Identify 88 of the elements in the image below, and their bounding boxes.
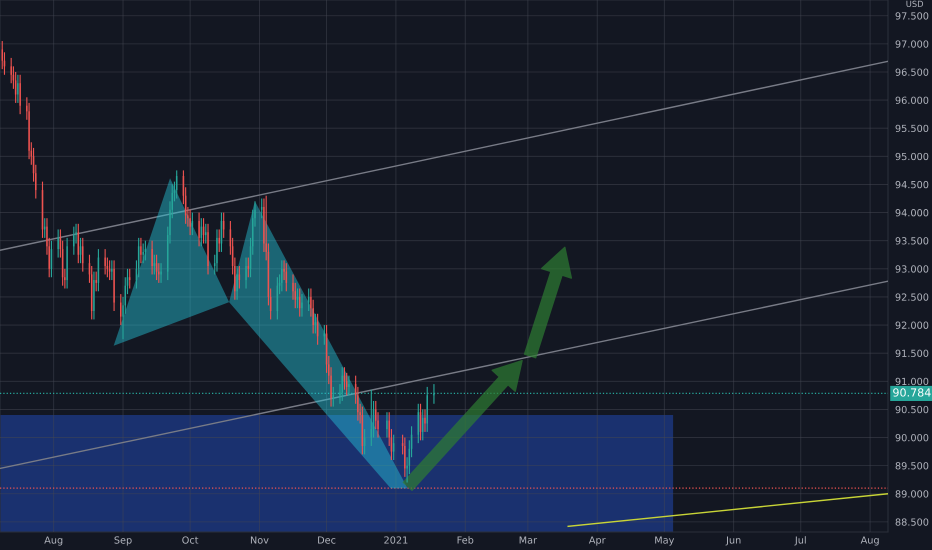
y-tick-label: 94.500 bbox=[896, 180, 928, 188]
candlestick bbox=[236, 265, 238, 300]
candlestick bbox=[44, 218, 46, 238]
x-tick-label: Mar bbox=[520, 536, 538, 544]
y-tick-label: 94.000 bbox=[896, 209, 928, 216]
candlestick bbox=[281, 260, 283, 292]
y-tick-label: 90.500 bbox=[896, 406, 928, 414]
candlestick bbox=[417, 403, 420, 444]
candlestick bbox=[50, 240, 52, 278]
candlestick bbox=[200, 218, 202, 247]
candlestick bbox=[298, 288, 301, 318]
candlestick bbox=[140, 237, 142, 264]
candlestick bbox=[42, 181, 44, 238]
candlestick bbox=[296, 288, 298, 309]
candlestick bbox=[301, 294, 303, 318]
candlestick bbox=[57, 228, 59, 258]
candlestick bbox=[128, 268, 131, 290]
candlestick bbox=[222, 212, 224, 238]
y-tick-label: 92.500 bbox=[896, 293, 928, 301]
x-tick-label: Aug bbox=[44, 536, 62, 546]
y-axis-title: USD bbox=[906, 0, 924, 7]
candlestick bbox=[286, 262, 288, 292]
candlestick bbox=[238, 265, 240, 290]
candlestick bbox=[424, 408, 426, 432]
candlestick bbox=[364, 428, 366, 455]
y-tick-label: 97.500 bbox=[896, 12, 928, 20]
candlestick bbox=[78, 223, 80, 264]
candlestick bbox=[260, 198, 262, 219]
candlestick bbox=[420, 403, 422, 441]
candlestick bbox=[404, 436, 406, 478]
candlestick bbox=[316, 313, 318, 346]
x-tick-label: Dec bbox=[318, 536, 336, 544]
y-tick-label: 92.000 bbox=[896, 322, 928, 329]
candlestick bbox=[192, 212, 194, 236]
candlestick bbox=[17, 74, 19, 104]
candlestick bbox=[120, 294, 122, 326]
y-tick-label: 91.000 bbox=[896, 378, 928, 386]
candlestick bbox=[314, 313, 316, 334]
x-tick-label: Oct bbox=[182, 536, 198, 544]
candlestick bbox=[80, 237, 82, 264]
y-tick-label: 95.000 bbox=[896, 152, 928, 160]
x-tick-label: May bbox=[655, 536, 674, 546]
y-tick-label: 90.000 bbox=[896, 434, 928, 442]
candlestick bbox=[248, 257, 250, 278]
candlestick bbox=[245, 257, 247, 290]
candlestick bbox=[176, 170, 178, 200]
x-tick-label: Aug bbox=[860, 536, 879, 546]
y-tick-label: 89.000 bbox=[896, 490, 928, 498]
candlestick bbox=[198, 212, 200, 247]
candlestick bbox=[156, 254, 158, 281]
candlestick bbox=[202, 218, 204, 244]
y-tick-label: 88.500 bbox=[896, 518, 928, 526]
candlestick bbox=[160, 262, 162, 284]
y-tick-label: 97.000 bbox=[896, 40, 928, 48]
y-tick-label: 93.000 bbox=[896, 265, 928, 273]
x-tick-label: Sep bbox=[114, 536, 132, 546]
y-tick-label: 95.500 bbox=[896, 124, 928, 132]
y-tick-label: 96.500 bbox=[896, 68, 928, 76]
candlestick bbox=[386, 412, 388, 438]
x-tick-label: Jun bbox=[726, 536, 740, 546]
candlestick bbox=[220, 212, 222, 252]
x-tick-label: 2021 bbox=[384, 536, 408, 544]
candlestick bbox=[422, 408, 424, 441]
y-tick-label: 96.000 bbox=[896, 96, 928, 104]
x-tick-label: Nov bbox=[250, 536, 269, 544]
candlestick bbox=[154, 254, 156, 275]
candlestick bbox=[144, 240, 146, 261]
x-tick-label: Feb bbox=[458, 536, 474, 544]
candlestick bbox=[151, 240, 153, 275]
candlestick bbox=[216, 228, 218, 272]
candlestick bbox=[104, 248, 106, 275]
candlestick bbox=[189, 209, 191, 236]
candlestick bbox=[95, 271, 97, 292]
x-tick-label: Apr bbox=[588, 536, 606, 546]
y-tick-label: 91.500 bbox=[896, 350, 928, 357]
y-tick-label: 93.500 bbox=[896, 237, 928, 245]
candlestick bbox=[82, 237, 84, 272]
candlestick bbox=[308, 288, 310, 312]
candlestick bbox=[73, 226, 75, 256]
ref-line-label: 90.784 bbox=[893, 388, 931, 397]
candlestick bbox=[142, 242, 144, 264]
candlestick bbox=[324, 324, 326, 346]
candlestick bbox=[207, 223, 209, 275]
y-tick-label: 89.500 bbox=[896, 462, 928, 470]
x-tick-label: Jul bbox=[794, 536, 806, 546]
candlestick bbox=[218, 228, 220, 252]
candlestick bbox=[392, 434, 394, 461]
candlestick bbox=[19, 74, 21, 115]
